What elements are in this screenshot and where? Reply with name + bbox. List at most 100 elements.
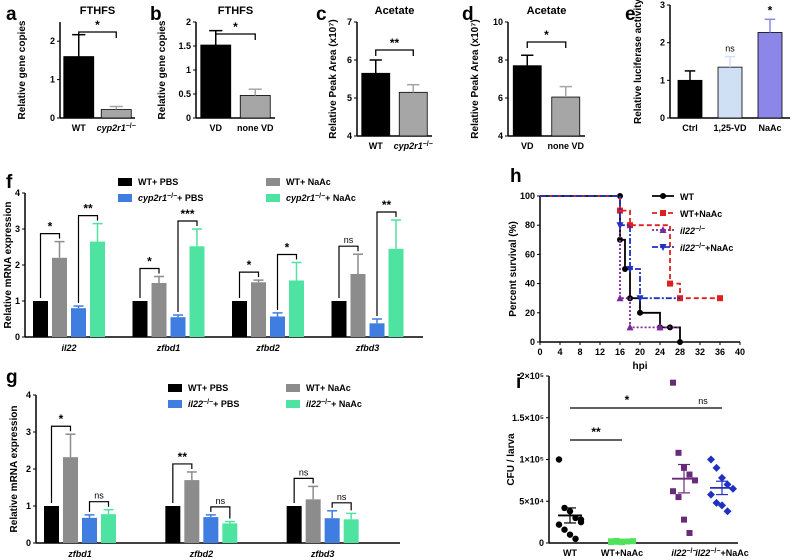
data-point [723,507,732,516]
panel-title: FTHFS [80,5,115,17]
x-tick-label-text: zfbd3 [310,549,335,559]
x-tick-label: none VD [547,141,584,151]
data-point [627,222,633,229]
bar [361,72,391,137]
x-tick-label: 40 [735,347,745,357]
y-tick-label: 2 [15,260,20,270]
x-tick-label-text: VD [209,123,222,133]
legend-label-sup: −/− [321,399,331,406]
y-tick-label: 1 [26,501,31,511]
bar [239,95,271,119]
bar [165,506,181,543]
data-point [616,294,624,302]
bar [203,517,219,543]
significance-bracket [78,31,117,38]
x-tick-label: 24 [655,347,665,357]
x-tick-label: WT+NaAc [601,548,643,558]
significance-label: * [285,240,290,254]
panel-a: 0 1 2 WT cyp2r1−/− a FTHFS Relative gene copies… [6,4,136,133]
significance-label: ** [591,425,601,439]
x-tick-label-sup: −/− [423,141,433,148]
x-tick-label-text: WT [369,141,383,151]
bar [717,66,743,119]
x-tick-label: il22 [61,343,76,353]
y-tick-label: 1×10⁵ [520,455,545,465]
x-tick-label-text: 1,25-VD [713,123,747,133]
bar [757,32,783,119]
legend-label-rest: + PBS [177,193,203,203]
legend-label-text: WT+NaAc [680,209,722,219]
panel-label: b [150,4,162,25]
significance-bracket [338,245,359,298]
significance-label: *** [180,207,194,221]
y-tick-label: 60 [525,249,535,259]
data-point [670,488,676,495]
y-tick-label: 0 [50,113,55,123]
x-tick-label-rest: +NaAc [720,548,748,558]
panel-h: 0 20 40 60 80 100 0 4 8 12 16 20 24 28 32 36 40 WT WT+NaAc… [508,166,745,372]
annotation: ns [725,44,735,54]
panel-label: i [516,372,521,393]
bar [331,301,347,337]
significance-label: * [59,412,64,426]
legend-label-gene: cyp2r1 [286,193,315,203]
data-point [681,516,687,523]
legend-swatch [266,178,280,186]
legend-swatch [118,178,132,186]
significance-label: ** [83,202,93,216]
y-tick-label: 10 [493,17,503,27]
y-tick-label: 5 [347,93,352,103]
bar [232,301,247,337]
legend-label-text: WT+ NaAc [306,383,351,393]
x-tick-label: il22−/−+NaAc [695,548,748,559]
y-tick-label: 0 [539,538,544,548]
legend-swatch [118,194,132,202]
significance-bracket [88,501,110,512]
y-tick-label: 0 [186,113,191,123]
legend-marker [659,226,667,233]
data-point [723,480,732,489]
legend-label: il22−/− [680,226,705,237]
bar [270,316,285,337]
bar [388,248,404,337]
x-tick-label: WT [369,141,383,151]
x-tick-label-text: zfbd2 [255,343,280,353]
y-tick-label: 0 [530,337,535,347]
bar [82,517,97,543]
x-tick-label: cyp2r1−/− [394,141,433,152]
y-tick-label: 80 [525,220,535,230]
data-point [617,207,623,214]
x-tick-label-text: il22 [61,343,76,353]
x-tick-label: 4 [557,347,562,357]
y-tick-label: 3 [15,224,20,234]
legend-label-gene: il22 [188,399,203,409]
data-point [670,379,676,386]
legend-label: WT+ NaAc [286,177,331,187]
data-point [622,266,628,272]
y-axis-label: Relative luciferase activity [633,0,644,124]
legend-label: WT+ PBS [138,177,178,187]
data-point [692,477,698,484]
legend-label: cyp2r1−/−+ PBS [138,193,203,204]
significance-bracket [210,506,231,519]
y-tick-label: 1 [660,75,665,85]
y-tick-label: 1 [15,296,20,306]
data-point [626,266,634,273]
legend-swatch [286,384,300,392]
y-tick-label: 1.5 [178,41,191,51]
bar [101,514,116,543]
significance-bracket [177,220,198,313]
y-tick-label: 40 [525,279,535,289]
x-tick-label: cyp2r1−/− [97,123,136,134]
series-line [540,195,680,300]
x-tick-label: zfbd3 [310,549,335,559]
x-tick-label: 12 [595,347,605,357]
legend-label-sup: −/− [167,193,177,200]
data-point [636,295,644,303]
x-tick-label: il22−/− [671,548,696,559]
data-point [626,323,634,331]
data-point [555,456,563,463]
bar [343,519,359,543]
x-tick-label: none VD [237,123,274,133]
